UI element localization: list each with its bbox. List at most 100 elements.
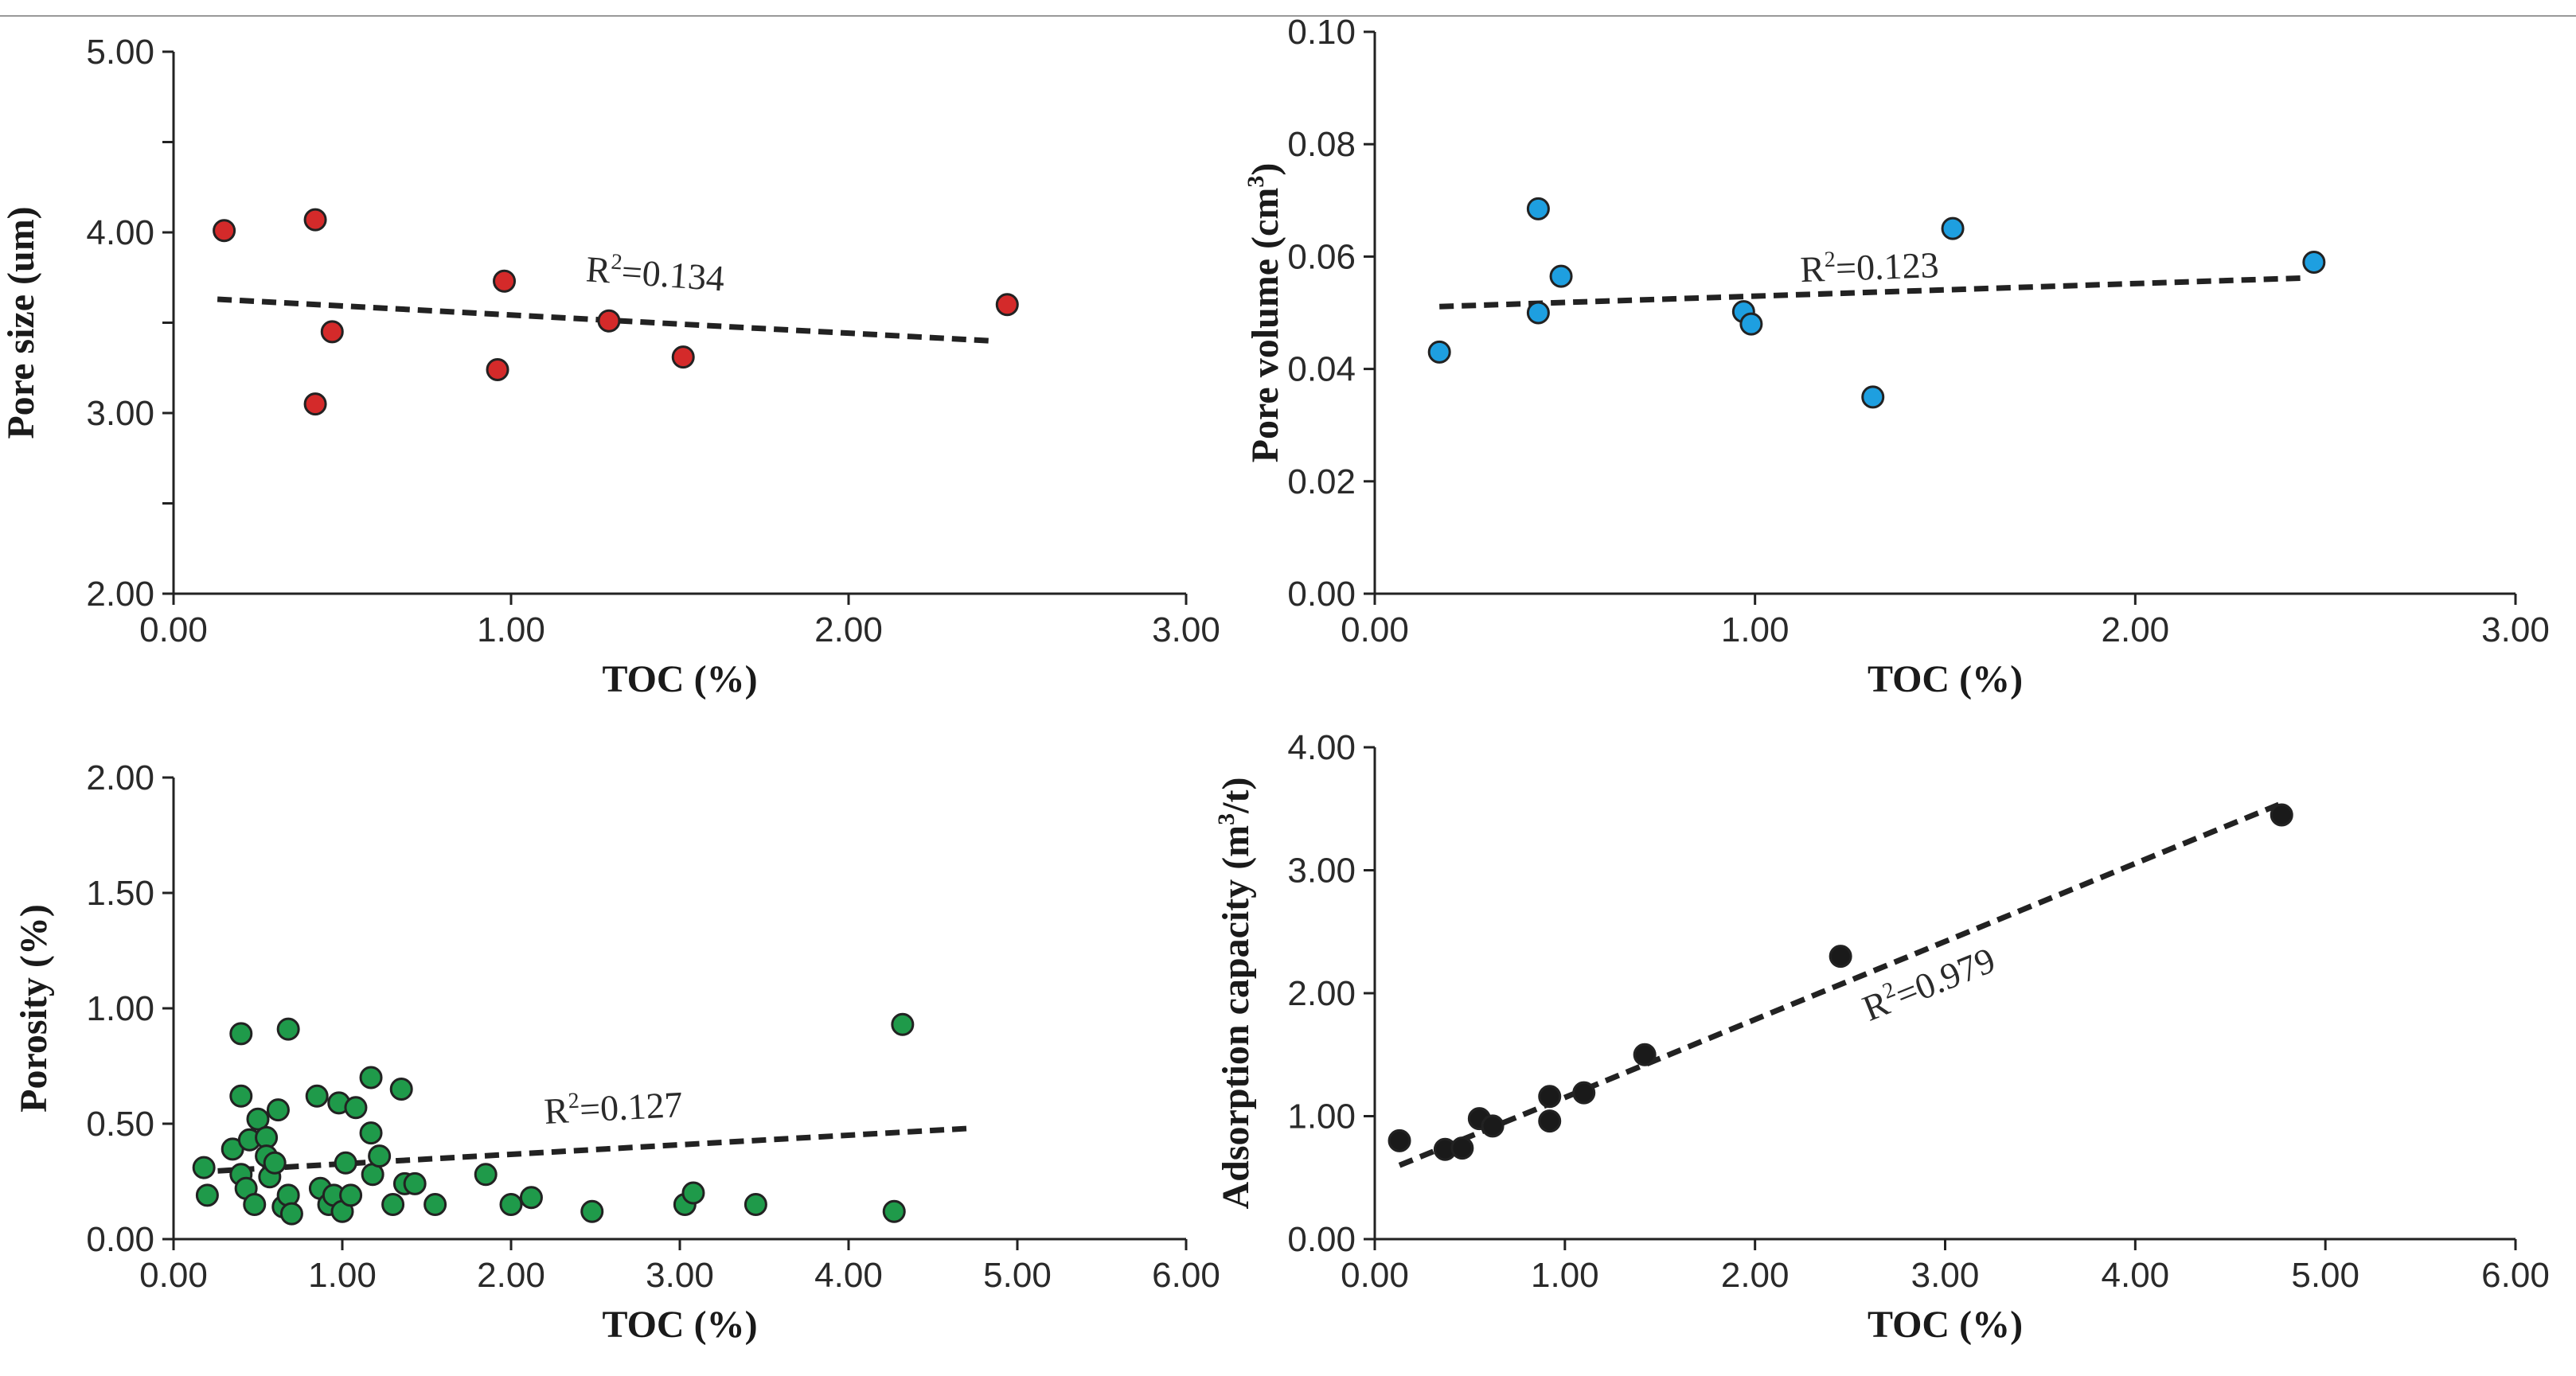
x-tick-label: 1.00 — [1721, 610, 1790, 649]
trendline — [1398, 800, 2285, 1168]
data-point — [368, 1144, 392, 1168]
y-axis-title: Porosity (%) — [13, 904, 55, 1113]
r-squared-value: =0.979 — [1890, 939, 2000, 1015]
x-tick-label: 0.00 — [1341, 610, 1409, 649]
data-point — [1388, 1128, 1411, 1152]
r-squared-base: R — [585, 248, 612, 290]
data-point — [213, 219, 236, 243]
data-point — [263, 1151, 287, 1175]
y-axis-title-text: Pore volume (cm — [1244, 188, 1286, 463]
x-axis-title: TOC (%) — [602, 1304, 757, 1346]
r-squared-value: =0.127 — [579, 1084, 684, 1130]
x-tick-label: 3.00 — [1152, 610, 1220, 649]
data-point — [1427, 340, 1451, 364]
data-point — [389, 1078, 413, 1101]
data-point — [744, 1193, 767, 1216]
data-point — [493, 269, 517, 293]
x-tick-label: 1.00 — [477, 610, 545, 649]
data-point — [681, 1181, 705, 1205]
data-point — [1549, 264, 1573, 288]
r-squared-base: R — [1800, 248, 1826, 290]
r-squared-value: =0.123 — [1835, 244, 1939, 288]
y-axis-title-text: Porosity (%) — [13, 904, 55, 1113]
porosity-chart: 0.00 1.00 2.00 3.00 4.00 5.00 6.00 0.00 0.50 1.00… — [13, 758, 1220, 1346]
x-tick-label: 1.00 — [1531, 1256, 1599, 1295]
y-tick-label: 3.00 — [86, 394, 154, 433]
y-tick-label: 2.00 — [86, 758, 154, 797]
data-point — [1538, 1109, 1562, 1133]
data-point — [229, 1022, 253, 1046]
r-squared-sup: 2 — [1824, 248, 1836, 272]
data-point — [276, 1017, 300, 1041]
data-point — [359, 1121, 383, 1145]
data-point — [2302, 250, 2326, 274]
x-tick-label: 3.00 — [1911, 1256, 1980, 1295]
data-point — [597, 309, 621, 333]
data-point — [243, 1193, 267, 1216]
r-squared-label: R2=0.134 — [585, 248, 726, 298]
x-tick-label: 0.00 — [139, 610, 208, 649]
data-point — [1739, 312, 1763, 336]
data-point — [499, 1193, 523, 1216]
r-squared-base: R — [543, 1089, 570, 1132]
x-tick-label: 0.00 — [1341, 1256, 1409, 1295]
x-tick-label: 3.00 — [2481, 610, 2550, 649]
x-tick-label: 6.00 — [2481, 1256, 2550, 1295]
data-point — [671, 345, 695, 369]
data-point — [381, 1193, 405, 1216]
x-tick-label: 2.00 — [477, 1256, 545, 1295]
r-squared-label: R2=0.127 — [543, 1083, 684, 1132]
r-squared-label: R2=0.123 — [1800, 244, 1940, 290]
y-tick-label: 1.00 — [86, 989, 154, 1028]
data-point — [1861, 385, 1885, 409]
data-point — [423, 1193, 447, 1216]
y-tick-label: 0.00 — [1287, 1220, 1356, 1259]
y-axis-title-sup: 3 — [1213, 813, 1239, 825]
data-point — [344, 1096, 368, 1120]
y-tick-label: 0.06 — [1287, 237, 1356, 276]
data-point — [403, 1171, 427, 1195]
y-tick-label: 1.50 — [86, 874, 154, 913]
data-point — [305, 1084, 329, 1108]
y-tick-label: 4.00 — [86, 213, 154, 252]
x-tick-label: 4.00 — [2102, 1256, 2170, 1295]
y-axis-title-end: /t) — [1215, 778, 1257, 814]
pore-size-chart: 0.00 1.00 2.00 3.00 2.00 3.00 4.00 5.00 TOC (%) P… — [0, 33, 1220, 700]
data-point — [229, 1084, 253, 1108]
data-point — [339, 1183, 363, 1207]
data-point — [891, 1012, 915, 1036]
data-point — [519, 1186, 543, 1210]
data-point — [303, 392, 327, 416]
data-point — [195, 1183, 219, 1207]
x-tick-label: 6.00 — [1152, 1256, 1220, 1295]
y-tick-label: 4.00 — [1287, 728, 1356, 767]
y-axis-title-sup: 3 — [1243, 176, 1269, 188]
y-tick-label: 0.02 — [1287, 462, 1356, 501]
x-tick-label: 3.00 — [646, 1256, 714, 1295]
y-tick-label: 0.10 — [1287, 13, 1356, 52]
data-point — [1941, 216, 1965, 240]
r-squared-value: =0.134 — [620, 251, 726, 299]
y-tick-label: 0.00 — [86, 1220, 154, 1259]
x-tick-label: 5.00 — [2291, 1256, 2359, 1295]
y-tick-label: 5.00 — [86, 33, 154, 72]
r-squared-sup: 2 — [611, 250, 623, 275]
x-axis-title: TOC (%) — [1868, 658, 2023, 700]
y-tick-label: 0.04 — [1287, 350, 1356, 389]
data-point — [276, 1183, 300, 1207]
data-point — [246, 1107, 270, 1131]
r-squared-sup: 2 — [568, 1089, 580, 1114]
x-tick-label: 2.00 — [814, 610, 883, 649]
r-squared-label: R2=0.979 — [1856, 938, 2000, 1028]
data-point — [1450, 1136, 1474, 1160]
data-point — [192, 1156, 216, 1179]
data-point — [320, 320, 344, 344]
data-point — [486, 358, 509, 382]
y-tick-label: 2.00 — [86, 575, 154, 614]
data-point — [1526, 197, 1550, 220]
x-axis-title: TOC (%) — [602, 658, 757, 700]
data-point — [1633, 1043, 1657, 1066]
y-axis-title-end: ) — [1244, 163, 1286, 176]
x-tick-label: 2.00 — [2102, 610, 2170, 649]
